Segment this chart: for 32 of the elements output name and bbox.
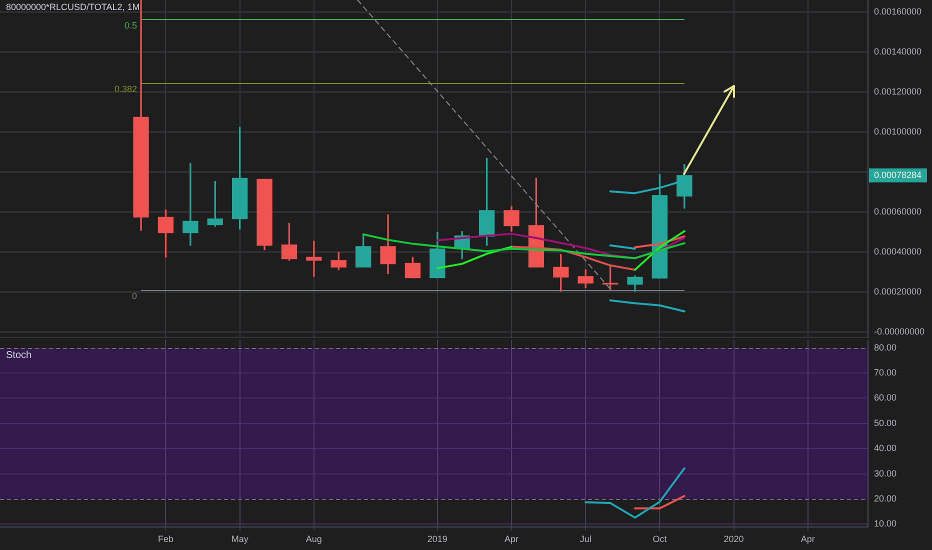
annotation: 0.5 bbox=[124, 20, 138, 30]
x-tick-label: Apr bbox=[504, 534, 519, 544]
x-tick-label: 2020 bbox=[724, 534, 744, 544]
y-tick-label: 0.00140000 bbox=[874, 46, 922, 56]
x-tick-label: Feb bbox=[158, 534, 174, 544]
y-tick-label: 0.00060000 bbox=[874, 206, 922, 216]
annotation: 0.382 bbox=[114, 84, 138, 94]
x-tick-label: Apr bbox=[800, 534, 815, 544]
y-tick-label: 0.00160000 bbox=[874, 6, 922, 16]
x-tick-label: May bbox=[231, 534, 249, 544]
candlestick bbox=[182, 162, 198, 246]
y-tick-label: 0.00020000 bbox=[874, 286, 922, 296]
chart-title: 80000000*RLCUSD/TOTAL2, 1M bbox=[6, 2, 140, 13]
y-tick-label: 50.00 bbox=[874, 418, 897, 428]
y-tick-label: 0.00040000 bbox=[874, 246, 922, 256]
y-tick-label: 80.00 bbox=[874, 342, 897, 352]
y-tick-label: 40.00 bbox=[874, 443, 897, 454]
annotation: 0 bbox=[132, 290, 138, 301]
text: 0.00078284 bbox=[874, 170, 922, 180]
x-tick-label: 2019 bbox=[427, 534, 448, 544]
y-tick-label: 70.00 bbox=[874, 368, 897, 378]
x-tick-label: Aug bbox=[306, 534, 322, 544]
y-tick-label: 0.00120000 bbox=[874, 86, 922, 96]
y-tick-label: 0.00100000 bbox=[874, 126, 922, 136]
x-tick-label: Oct bbox=[652, 534, 668, 544]
x-tick-label: Jul bbox=[580, 534, 592, 544]
y-tick-label: 20.00 bbox=[874, 494, 897, 504]
y-tick-label: 60.00 bbox=[874, 392, 897, 403]
y-tick-label: 10.00 bbox=[874, 518, 897, 529]
y-tick-label: -0.00000000 bbox=[874, 326, 925, 336]
y-tick-label: 30.00 bbox=[874, 468, 897, 478]
text: Stoch bbox=[6, 350, 32, 361]
